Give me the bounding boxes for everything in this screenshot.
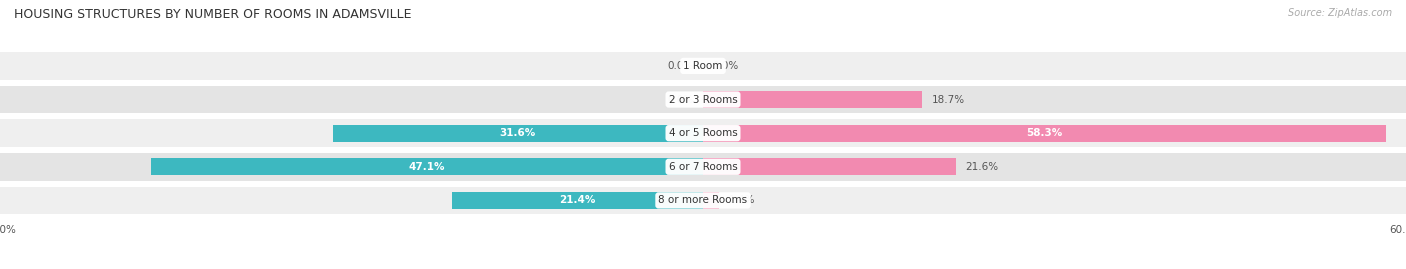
Bar [703,158,956,175]
Text: 4 or 5 Rooms: 4 or 5 Rooms [669,128,737,138]
Text: 1 Room: 1 Room [683,61,723,71]
Bar [333,125,703,141]
Text: 58.3%: 58.3% [1026,128,1063,138]
Text: 0.0%: 0.0% [668,94,693,105]
Bar [0,119,1406,147]
Bar [703,91,922,108]
Text: HOUSING STRUCTURES BY NUMBER OF ROOMS IN ADAMSVILLE: HOUSING STRUCTURES BY NUMBER OF ROOMS IN… [14,8,412,21]
Bar [0,86,1406,113]
Bar [152,158,703,175]
Bar [0,187,1406,214]
Text: 0.0%: 0.0% [668,61,693,71]
Text: 0.0%: 0.0% [713,61,738,71]
Bar [0,52,1406,80]
Bar [703,125,1386,141]
Text: 8 or more Rooms: 8 or more Rooms [658,195,748,206]
Text: 21.4%: 21.4% [560,195,596,206]
Text: 47.1%: 47.1% [409,162,446,172]
Text: 6 or 7 Rooms: 6 or 7 Rooms [669,162,737,172]
Bar [0,153,1406,180]
Text: Source: ZipAtlas.com: Source: ZipAtlas.com [1288,8,1392,18]
Bar [453,192,703,209]
Text: 21.6%: 21.6% [966,162,998,172]
Text: 18.7%: 18.7% [932,94,965,105]
Text: 1.4%: 1.4% [728,195,755,206]
Bar [703,192,720,209]
Text: 2 or 3 Rooms: 2 or 3 Rooms [669,94,737,105]
Text: 31.6%: 31.6% [499,128,536,138]
